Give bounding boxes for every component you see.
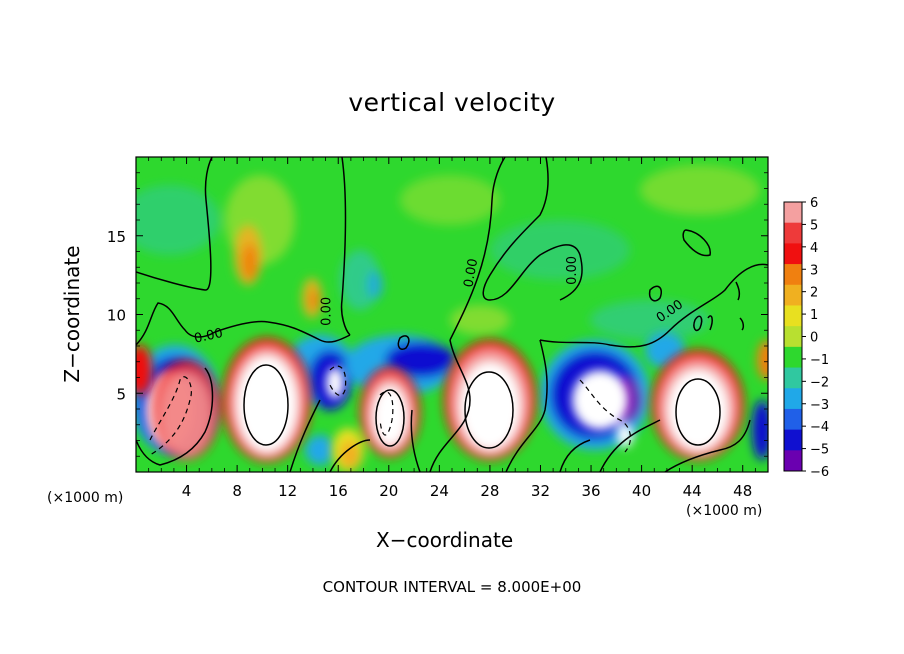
colorbar-label: 0 (810, 331, 818, 346)
x-tick-label: 36 (581, 482, 600, 500)
contour-label: 0.00 (193, 326, 224, 347)
colorbar-swatch (784, 326, 802, 348)
chart-title: vertical velocity (348, 88, 556, 117)
contour-label: 0.00 (461, 257, 481, 288)
x-tick-label: 48 (733, 482, 752, 500)
x-axis-unit-left: (×1000 m) (47, 490, 124, 506)
colorbar-label: −2 (810, 375, 829, 390)
plot-area: 0.000.000.00 0.000.00 (136, 157, 768, 472)
colorbar-label: −5 (810, 443, 829, 458)
colorbar-swatch (784, 243, 802, 265)
colorbar-label: −4 (810, 420, 829, 435)
y-tick-label: 15 (107, 228, 126, 246)
colorbar-label: −6 (810, 465, 829, 480)
colorbar-label: −3 (810, 398, 829, 413)
x-tick-label: 20 (379, 482, 398, 500)
x-tick-label: 44 (683, 482, 702, 500)
colorbar-swatch (784, 264, 802, 286)
y-axis-label: Z−coordinate (60, 245, 84, 383)
colorbar-label: 5 (810, 218, 818, 233)
colorbar-swatch (784, 429, 802, 451)
x-tick-label: 32 (531, 482, 550, 500)
x-tick-label: 40 (632, 482, 651, 500)
x-tick-label: 4 (182, 482, 192, 500)
colorbar-swatch (784, 305, 802, 327)
colorbar-swatch (784, 388, 802, 410)
x-axis-unit-right: (×1000 m) (686, 503, 763, 519)
x-axis-label: X−coordinate (376, 528, 514, 552)
colorbar-swatch (784, 450, 802, 472)
colorbar-label: −1 (810, 353, 829, 368)
colorbar-swatch (784, 408, 802, 431)
x-tick-label: 8 (232, 482, 242, 500)
colorbar-label: 6 (810, 196, 818, 211)
x-tick-label: 12 (278, 482, 297, 500)
x-tick-label: 28 (480, 482, 499, 500)
colorbar-swatch (784, 222, 802, 244)
x-tick-label: 24 (430, 482, 449, 500)
colorbar-label: 4 (810, 241, 818, 256)
colorbar-label: 3 (810, 263, 818, 278)
y-tick-label: 5 (116, 385, 126, 403)
colorbar-swatch (784, 284, 802, 306)
contour-label: 0.00 (565, 256, 580, 285)
y-tick-label: 10 (107, 307, 126, 325)
colorbar-label: 2 (810, 286, 818, 301)
contour-interval-note: CONTOUR INTERVAL = 8.000E+00 (322, 578, 582, 596)
colorbar-swatch (784, 367, 802, 389)
colorbar-swatch (784, 202, 802, 224)
x-tick-label: 16 (329, 482, 348, 500)
contour-label: 0.00 (320, 297, 335, 326)
colorbar-swatch (784, 346, 802, 369)
colorbar-label: 1 (810, 308, 818, 323)
colorbar: 6 5 4 3 2 1 0 −1 −2 −3 −4 −5 −6 (783, 196, 829, 480)
